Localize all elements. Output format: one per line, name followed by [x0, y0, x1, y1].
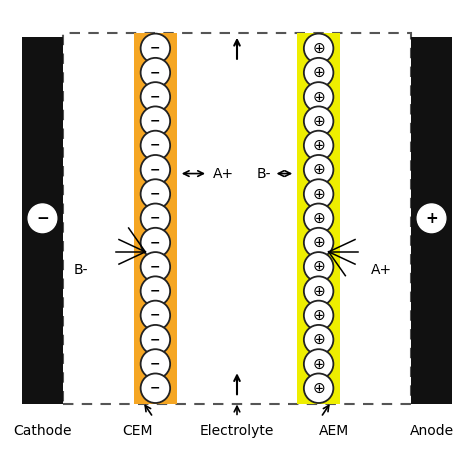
Text: ⊕: ⊕ [312, 41, 325, 56]
Circle shape [141, 325, 170, 355]
Circle shape [304, 301, 333, 330]
Text: −: − [36, 211, 49, 226]
Circle shape [141, 349, 170, 379]
Text: −: − [150, 357, 161, 370]
Circle shape [141, 82, 170, 112]
Text: ⊕: ⊕ [312, 235, 325, 250]
Circle shape [304, 349, 333, 379]
Circle shape [304, 155, 333, 184]
Text: +: + [425, 211, 438, 226]
Circle shape [141, 276, 170, 306]
Text: Anode: Anode [410, 424, 454, 438]
Circle shape [304, 325, 333, 355]
Circle shape [141, 374, 170, 403]
Text: ⊕: ⊕ [312, 332, 325, 347]
Text: ⊕: ⊕ [312, 65, 325, 80]
Circle shape [141, 252, 170, 282]
Text: −: − [150, 66, 161, 79]
Circle shape [304, 203, 333, 233]
Circle shape [141, 130, 170, 160]
Bar [134, 33, 177, 404]
Circle shape [304, 130, 333, 160]
Circle shape [304, 252, 333, 282]
Circle shape [304, 82, 333, 112]
Text: ⊕: ⊕ [312, 356, 325, 371]
Text: ⊕: ⊕ [312, 162, 325, 177]
Circle shape [141, 58, 170, 87]
Circle shape [141, 179, 170, 209]
Text: Electrolyte: Electrolyte [200, 424, 274, 438]
Text: −: − [150, 236, 161, 249]
Bar [63, 33, 411, 404]
Text: Cathode: Cathode [13, 424, 72, 438]
Text: A+: A+ [371, 263, 392, 277]
Circle shape [304, 106, 333, 136]
Text: −: − [150, 188, 161, 201]
Circle shape [304, 276, 333, 306]
Circle shape [28, 204, 57, 233]
Text: ⊕: ⊕ [312, 90, 325, 104]
Bar [297, 33, 340, 404]
Bar [22, 37, 63, 404]
Text: −: − [150, 139, 161, 152]
Text: A+: A+ [212, 166, 234, 180]
Bar [411, 37, 452, 404]
Circle shape [141, 155, 170, 184]
Text: −: − [150, 90, 161, 104]
Text: AEM: AEM [319, 424, 349, 438]
Text: −: − [150, 212, 161, 225]
Text: ⊕: ⊕ [312, 308, 325, 323]
Text: ⊕: ⊕ [312, 381, 325, 396]
Circle shape [304, 228, 333, 257]
Text: ⊕: ⊕ [312, 186, 325, 202]
Text: ⊕: ⊕ [312, 259, 325, 274]
Text: −: − [150, 115, 161, 128]
Text: B-: B- [257, 166, 272, 180]
Text: −: − [150, 285, 161, 297]
Circle shape [304, 179, 333, 209]
Text: −: − [150, 333, 161, 346]
Text: ⊕: ⊕ [312, 114, 325, 129]
Text: −: − [150, 382, 161, 395]
Circle shape [417, 204, 446, 233]
Text: B-: B- [74, 263, 88, 277]
Text: −: − [150, 309, 161, 322]
Circle shape [304, 34, 333, 63]
Text: ⊕: ⊕ [312, 138, 325, 153]
Circle shape [141, 106, 170, 136]
Text: −: − [150, 261, 161, 273]
Circle shape [141, 301, 170, 330]
Text: ⊕: ⊕ [312, 284, 325, 299]
Circle shape [141, 203, 170, 233]
Text: −: − [150, 163, 161, 176]
Text: −: − [150, 42, 161, 55]
Circle shape [304, 58, 333, 87]
Circle shape [141, 228, 170, 257]
Circle shape [304, 374, 333, 403]
Text: CEM: CEM [122, 424, 153, 438]
Circle shape [141, 34, 170, 63]
Text: ⊕: ⊕ [312, 211, 325, 226]
